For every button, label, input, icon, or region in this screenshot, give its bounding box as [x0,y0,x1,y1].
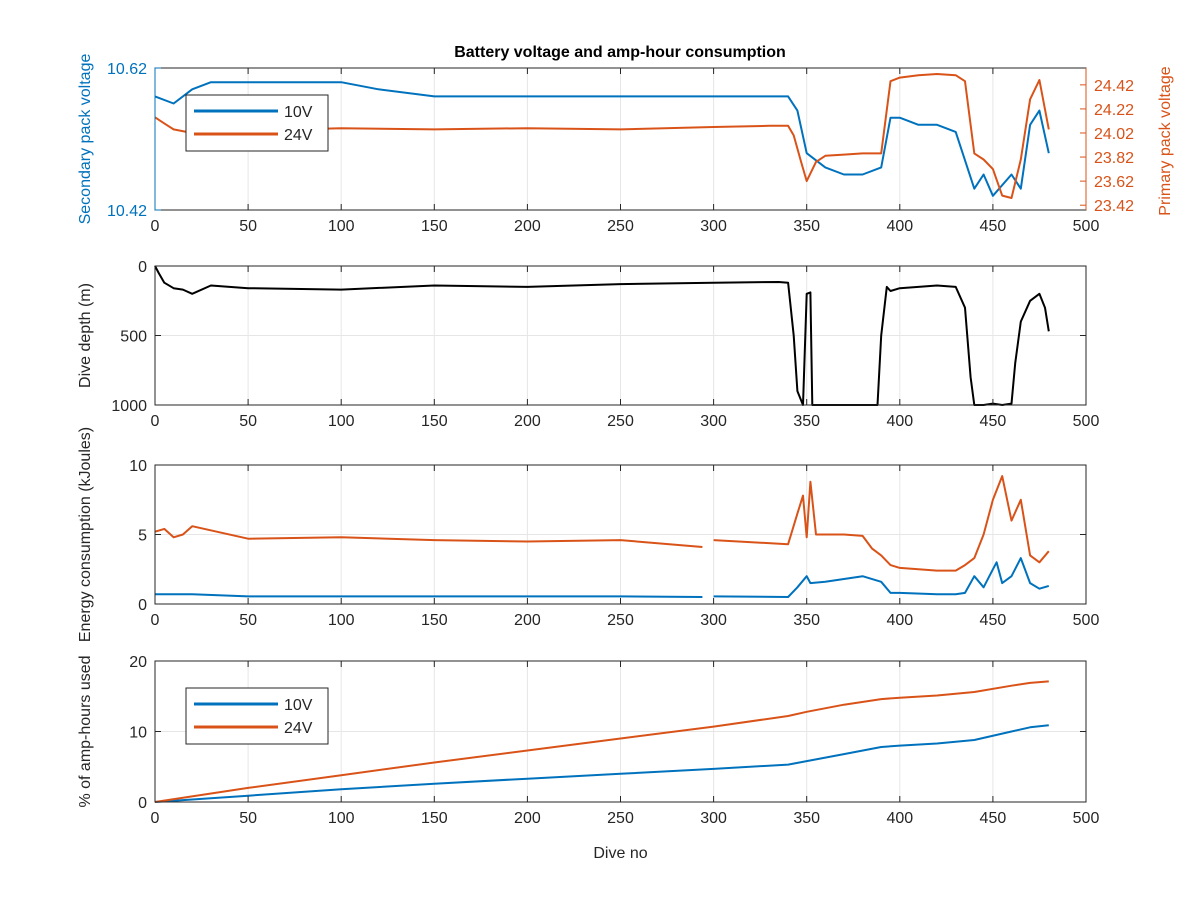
y-right-tick-label: 24.02 [1094,126,1134,143]
x-tick-label: 300 [700,413,727,430]
x-tick-label: 50 [239,810,257,827]
y-tick-label: 1000 [111,398,147,415]
y-right-tick-label: 23.62 [1094,174,1134,191]
x-tick-label: 400 [886,413,913,430]
x-tick-label: 300 [700,810,727,827]
y-tick-label: 10.62 [107,61,147,78]
x-tick-label: 200 [514,413,541,430]
y-axis-label: Dive depth (m) [77,283,94,388]
series-group [154,680,1049,803]
x-tick-label: 100 [328,413,355,430]
legend-label-10v: 10V [284,697,313,714]
x-tick-label: 250 [607,218,634,235]
legend-label-24v: 24V [284,127,313,144]
x-tick-label: 400 [886,612,913,629]
y-right-tick-label: 24.42 [1094,78,1134,95]
x-tick-label: 100 [328,810,355,827]
x-tick-label: 250 [607,810,634,827]
x-tick-label: 450 [980,413,1007,430]
x-tick-label: 150 [421,612,448,629]
y-axis-label: Energy consumption (kJoules) [77,427,94,642]
chart-panels: 0 50 100 150 200 250 300 350 400 450 50010.4210.62… [77,54,1174,862]
series-group [154,475,1050,598]
y-tick-label: 20 [129,654,147,671]
x-tick-label: 150 [421,218,448,235]
y-right-tick-label: 23.42 [1094,198,1134,215]
x-tick-label: 500 [1073,612,1100,629]
x-tick-label: 500 [1073,810,1100,827]
x-tick-label: 500 [1073,413,1100,430]
x-tick-label: 300 [700,218,727,235]
y-tick-label: 5 [138,528,147,545]
x-tick-label: 0 [151,612,160,629]
chart-panel-3: 0 50 100 150 200 250 300 350 400 450 500 0 5 10 Energy… [77,427,1099,642]
x-tick-label: 100 [328,218,355,235]
x-tick-label: 400 [886,218,913,235]
x-tick-label: 200 [514,612,541,629]
x-tick-label: 400 [886,810,913,827]
y-axis-label: % of amp-hours used [77,655,94,807]
y-tick-label: 10 [129,725,147,742]
legend-box [185,94,329,152]
x-tick-label: 0 [151,413,160,430]
legend-label-24v: 24V [284,720,313,737]
x-tick-label: 250 [607,612,634,629]
x-tick-label: 350 [793,612,820,629]
x-tick-label: 200 [514,218,541,235]
series-line-24v [154,475,1050,572]
x-tick-label: 350 [793,810,820,827]
x-axis-label: Dive no [593,845,647,862]
x-tick-label: 0 [151,810,160,827]
y-right-tick-label: 23.82 [1094,150,1134,167]
legend-box [185,687,329,745]
y-tick-label: 0 [138,597,147,614]
x-tick-label: 300 [700,612,727,629]
legend-label-10v: 10V [284,104,313,121]
x-tick-label: 450 [980,218,1007,235]
x-tick-label: 50 [239,413,257,430]
x-tick-label: 200 [514,810,541,827]
series-line-10v [154,724,1049,803]
x-tick-label: 0 [151,218,160,235]
chart-panel-1: 0 50 100 150 200 250 300 350 400 450 500 10.42 10.62… [77,54,1174,235]
series-line-24v [154,680,1049,803]
x-tick-label: 150 [421,413,448,430]
y-tick-label: 0 [138,259,147,276]
x-tick-label: 450 [980,612,1007,629]
y-right-tick-label: 24.22 [1094,102,1134,119]
x-tick-label: 350 [793,218,820,235]
y-axis-label: Secondary pack voltage [77,54,94,225]
x-tick-label: 50 [239,612,257,629]
series-line-10v [155,557,1050,598]
x-tick-label: 100 [328,612,355,629]
x-tick-label: 350 [793,413,820,430]
y-tick-label: 0 [138,795,147,812]
y-tick-label: 10 [129,458,147,475]
y-axis-label-right: Primary pack voltage [1157,66,1174,215]
x-tick-label: 250 [607,413,634,430]
y-tick-label: 500 [120,329,147,346]
x-tick-label: 50 [239,218,257,235]
chart-panel-4: 0 50 100 150 200 250 300 350 400 450 500 0 10 20 % of … [77,654,1099,862]
figure-title: Battery voltage and amp-hour consumption [454,44,786,61]
series-line-10v [154,81,1050,197]
x-tick-label: 150 [421,810,448,827]
x-tick-label: 450 [980,810,1007,827]
chart-panel-2: 0 50 100 150 200 250 300 350 400 450 500 0 500 1000 Di… [77,259,1099,430]
x-tick-label: 500 [1073,218,1100,235]
y-tick-label: 10.42 [107,203,147,220]
